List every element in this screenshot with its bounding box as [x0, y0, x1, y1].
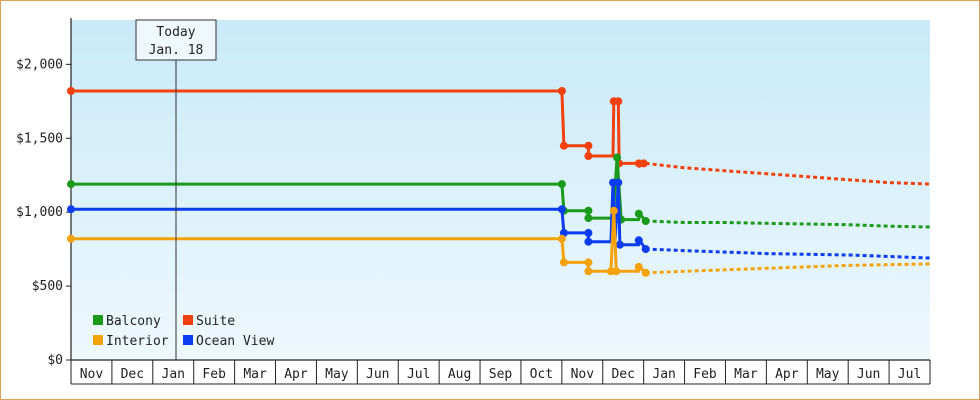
data-point — [584, 258, 593, 267]
data-point — [557, 87, 566, 95]
data-point — [634, 236, 643, 245]
data-point — [559, 141, 568, 150]
month-label: Jun — [857, 367, 880, 382]
month-label: Nov — [571, 367, 595, 382]
forecast-line — [645, 247, 931, 260]
month-label: May — [816, 367, 840, 382]
month-label: Jul — [898, 367, 921, 382]
y-tick-label: $1,000 — [16, 205, 63, 220]
data-point — [67, 180, 75, 189]
data-point — [584, 214, 593, 223]
data-point — [634, 262, 643, 271]
series-suite — [67, 87, 931, 186]
data-point — [67, 87, 75, 95]
data-point — [614, 97, 623, 106]
legend-label: Ocean View — [196, 334, 274, 349]
y-tick-label: $1,500 — [16, 131, 63, 146]
month-label: Mar — [734, 367, 758, 382]
data-point — [641, 245, 650, 254]
legend-swatch — [183, 315, 193, 325]
month-label: Jun — [366, 367, 389, 382]
month-label: Apr — [775, 367, 799, 382]
data-point — [584, 152, 593, 160]
data-point — [584, 206, 593, 215]
legend-label: Interior — [106, 334, 169, 349]
data-point — [614, 178, 623, 187]
legend-label: Balcony — [106, 314, 161, 329]
data-point — [557, 180, 566, 189]
today-marker: Today Jan. 18 — [135, 19, 217, 360]
data-point — [584, 141, 593, 150]
data-point — [634, 209, 643, 218]
legend-swatch — [93, 315, 103, 325]
month-label: Dec — [611, 367, 634, 382]
data-point — [559, 258, 568, 267]
data-point — [557, 205, 566, 214]
month-label: Jan — [162, 367, 185, 382]
data-point — [584, 228, 593, 237]
today-date: Jan. 18 — [149, 43, 204, 58]
today-label: Today — [156, 25, 195, 40]
data-point — [67, 205, 75, 214]
legend-swatch — [93, 335, 103, 345]
month-label: Jul — [407, 367, 430, 382]
month-label: Feb — [202, 367, 226, 382]
month-label: May — [325, 367, 349, 382]
legend-label: Suite — [196, 314, 235, 329]
data-point — [639, 159, 648, 168]
month-label: Mar — [243, 367, 267, 382]
x-axis: Nov Dec Jan Feb Mar Apr May Jun Jul Aug Sep Oct Nov D… — [70, 359, 931, 385]
data-point — [641, 217, 650, 225]
month-label: Jan — [652, 367, 675, 382]
forecast-line — [645, 219, 931, 229]
month-label: Nov — [80, 367, 104, 382]
data-point — [615, 240, 624, 249]
forecast-line — [645, 262, 931, 275]
data-point — [609, 206, 618, 215]
data-point — [557, 234, 566, 243]
y-tick-label: $500 — [32, 279, 63, 294]
today-box — [135, 19, 217, 61]
data-point — [584, 237, 593, 246]
month-label: Aug — [448, 367, 471, 382]
month-label: Dec — [121, 367, 144, 382]
data-point — [584, 267, 593, 276]
data-point — [613, 153, 622, 162]
series-interior — [67, 206, 931, 277]
forecast-line — [645, 161, 931, 186]
month-label: Feb — [693, 367, 717, 382]
data-point — [612, 267, 621, 276]
month-label: Sep — [489, 367, 513, 382]
y-axis: $0 $500 $1,000 $1,500 $2,000 — [16, 18, 72, 368]
plot-background — [71, 20, 930, 360]
month-label: Apr — [284, 367, 308, 382]
data-point — [67, 234, 75, 243]
data-point — [641, 268, 650, 277]
legend: Balcony Suite Interior Ocean View — [93, 314, 274, 349]
series-layer — [67, 87, 931, 277]
month-label: Oct — [530, 367, 553, 382]
legend-swatch — [183, 335, 193, 345]
y-tick-label: $2,000 — [16, 57, 63, 72]
series-ocean-view — [67, 178, 931, 260]
y-tick-label: $0 — [47, 353, 63, 368]
